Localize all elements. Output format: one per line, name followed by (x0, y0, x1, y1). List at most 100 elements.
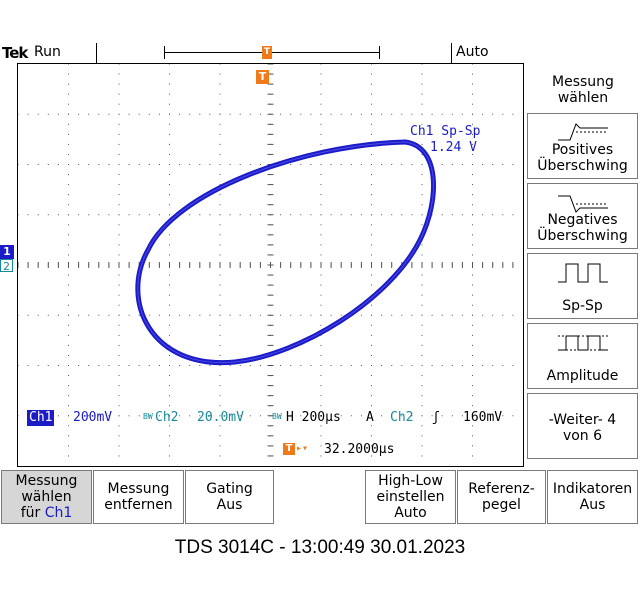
graticule-dot (179, 365, 181, 366)
graticule-dot (219, 344, 221, 346)
graticule-dot (472, 415, 473, 417)
graticule-dot (219, 395, 221, 397)
graticule-dot (37, 214, 39, 216)
graticule-dot (371, 385, 372, 387)
graticule-dot (421, 354, 423, 356)
graticule-dot (118, 143, 120, 145)
graticule-dot (118, 73, 120, 75)
graticule-dot (118, 164, 120, 165)
graticule-dot (431, 415, 433, 417)
graticule-dot (199, 113, 201, 115)
lissajous-trace (135, 139, 436, 366)
graticule-dot (340, 164, 342, 165)
trigger-source: Ch2 (390, 410, 414, 425)
graticule-dot (421, 174, 423, 176)
graticule-dot (128, 113, 130, 115)
graticule-dot (492, 415, 494, 417)
graticule-dot (320, 234, 322, 236)
graticule-dot (209, 113, 211, 115)
graticule-dot (68, 214, 69, 216)
graticule-dot (421, 254, 423, 256)
graticule-dot (472, 73, 473, 75)
graticule-dot (47, 113, 49, 115)
remove-measurement-button[interactable]: Messung entfernen (93, 470, 184, 524)
graticule-dot (371, 224, 372, 226)
indicators-button[interactable]: Indikatoren Aus (547, 470, 638, 524)
graticule-dot (320, 375, 322, 377)
graticule-dot (421, 405, 423, 407)
graticule-dot (169, 405, 170, 407)
graticule-dot (482, 415, 484, 417)
graticule-dot (472, 113, 473, 115)
graticule-dot (118, 244, 120, 246)
graticule-dot (421, 123, 423, 125)
graticule-dot (169, 64, 170, 65)
graticule-dot (169, 445, 170, 447)
graticule-dot (179, 415, 181, 417)
graticule-dot (320, 425, 322, 427)
graticule-dot (189, 415, 191, 417)
graticule-dot (421, 204, 423, 206)
graticule-dot (401, 415, 403, 417)
graticule-dot (290, 113, 292, 115)
graticule-dot (502, 214, 504, 216)
for-label: für (20, 505, 41, 521)
graticule-dot (219, 143, 221, 145)
graticule-dot (310, 113, 312, 115)
graticule-dot (249, 113, 251, 115)
graticule-dot (461, 365, 463, 366)
graticule-dot (310, 415, 312, 417)
graticule-dot (98, 314, 100, 316)
select-measurement-for-ch1-button[interactable]: Messung wählen für Ch1 (1, 470, 92, 524)
graticule-dot (310, 365, 312, 366)
graticule-dot (78, 113, 80, 115)
graticule-dot (118, 445, 120, 447)
graticule-dot (350, 113, 352, 115)
graticule-dot (381, 214, 383, 216)
graticule-dot (472, 153, 473, 155)
graticule-dot (219, 103, 221, 105)
graticule-dot (320, 365, 322, 366)
graticule-dot (280, 415, 282, 417)
graticule-dot (118, 93, 120, 95)
graticule-dot (138, 415, 140, 417)
graticule-dot (88, 314, 90, 316)
graticule-dot (68, 103, 69, 105)
measurement-label: Ch1 Sp-Sp (410, 124, 481, 139)
graticule-dot (461, 164, 463, 165)
graticule-dot (371, 164, 372, 165)
graticule-dot (371, 244, 372, 246)
high-low-button[interactable]: High-Low einstellen Auto (365, 470, 456, 524)
graticule-dot (320, 324, 322, 326)
graticule-dot (472, 425, 473, 427)
graticule-dot (371, 113, 372, 115)
record-bracket-right (379, 46, 380, 59)
graticule-dot (371, 415, 372, 417)
graticule-dot (27, 365, 29, 366)
amplitude-button[interactable]: Amplitude (527, 323, 638, 389)
graticule-dot (169, 304, 170, 306)
more-button[interactable]: -Weiter- 4 von 6 (527, 393, 638, 459)
graticule-dot (360, 164, 362, 165)
graticule-dot (68, 314, 69, 316)
graticule-dot (421, 214, 423, 216)
graticule-dot (421, 73, 423, 75)
graticule-dot (401, 314, 403, 316)
graticule-dot (472, 234, 473, 236)
graticule-dot (421, 113, 423, 115)
gating-button[interactable]: Gating Aus (185, 470, 274, 524)
reference-level-button[interactable]: Referenz- pegel (457, 470, 546, 524)
peak-to-peak-button[interactable]: Sp-Sp (527, 253, 638, 319)
graticule-dot (148, 214, 150, 216)
negative-overshoot-button[interactable]: Negatives Überschwing (527, 183, 638, 249)
graticule-dot (229, 164, 231, 165)
graticule-dot (431, 113, 433, 115)
positive-overshoot-button[interactable]: Positives Überschwing (527, 113, 638, 179)
graticule-dot (169, 93, 170, 95)
graticule-dot (320, 354, 322, 356)
graticule-dot (118, 375, 120, 377)
graticule-dot (512, 214, 514, 216)
graticule-dot (421, 385, 423, 387)
graticule-dot (47, 365, 49, 366)
graticule-dot (118, 435, 120, 437)
